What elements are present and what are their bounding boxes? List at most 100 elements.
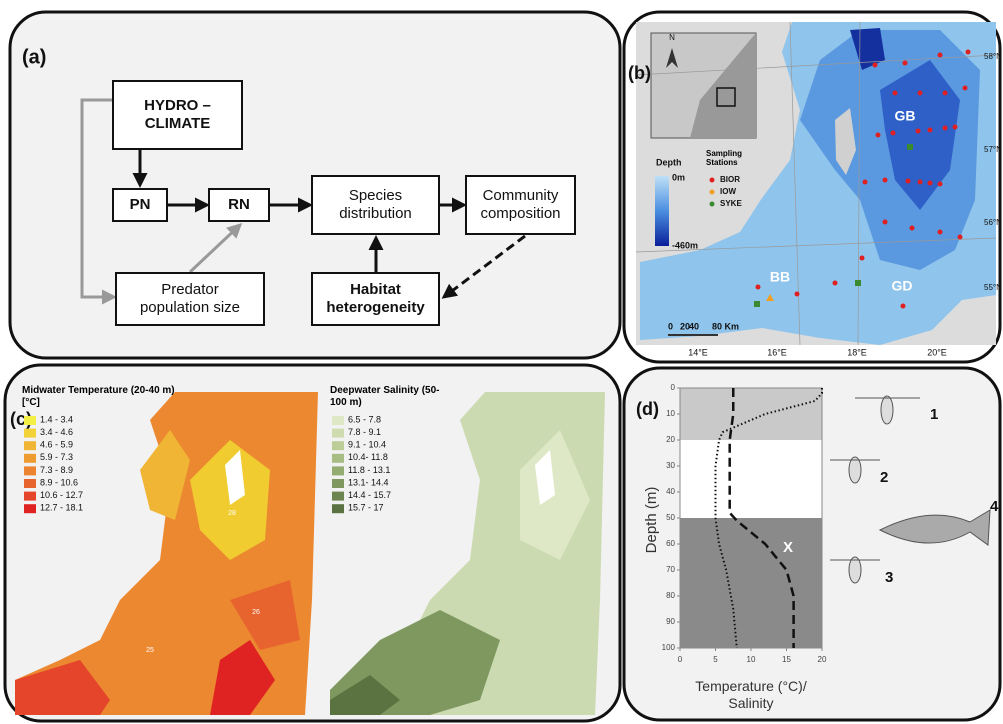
station xyxy=(876,133,881,138)
legend-swatch xyxy=(332,479,344,488)
legend-swatch xyxy=(24,492,36,501)
legend-swatch xyxy=(710,178,715,183)
legend-label: BIOR xyxy=(720,175,740,184)
station xyxy=(943,91,948,96)
legend-swatch xyxy=(710,202,715,207)
x-tick-label: 10 xyxy=(747,655,756,664)
station xyxy=(928,181,933,186)
scale-label: 40 xyxy=(689,321,699,331)
legend-label: 7.3 - 8.9 xyxy=(40,465,73,475)
map-label: 26 xyxy=(252,609,260,616)
station xyxy=(907,144,913,150)
legend-swatch xyxy=(332,416,344,425)
y-tick-label: 70 xyxy=(666,565,675,574)
station xyxy=(910,226,915,231)
y-tick-label: 10 xyxy=(666,409,675,418)
legend-title: Sampling Stations xyxy=(706,148,756,170)
station xyxy=(855,280,861,286)
station xyxy=(918,91,923,96)
depth-zone xyxy=(680,388,822,440)
map-label: 28 xyxy=(228,510,236,517)
organism-label: 1 xyxy=(930,406,938,423)
x-tick-label: 20 xyxy=(818,655,827,664)
legend-label: 11.8 - 13.1 xyxy=(348,465,390,475)
legend-swatch xyxy=(24,479,36,488)
figure: 010203040506070809010005101520 (a)(b)NDe… xyxy=(0,0,1003,724)
area-label: BB xyxy=(770,269,790,285)
panel-label: (a) xyxy=(22,46,46,68)
north-label: N xyxy=(669,33,675,42)
legend-swatch xyxy=(332,454,344,463)
y-tick-label: 60 xyxy=(666,539,675,548)
legend-label: 10.6 - 12.7 xyxy=(40,490,83,500)
x-axis-label: Temperature (°C)/ Salinity xyxy=(686,675,816,715)
flow-node: RN xyxy=(208,188,270,222)
y-tick-label: 80 xyxy=(666,591,675,600)
panel-label: (b) xyxy=(628,63,651,83)
lat-label: 57°N xyxy=(984,145,1002,154)
station xyxy=(928,128,933,133)
marker-label: X xyxy=(783,539,793,556)
y-tick-label: 0 xyxy=(671,383,676,392)
station xyxy=(953,125,958,130)
flow-node: Habitat heterogeneity xyxy=(311,272,440,326)
lat-label: 55°N xyxy=(984,283,1002,292)
flow-node: Community composition xyxy=(465,175,576,235)
organism-label: 4 xyxy=(990,498,999,515)
legend-label: 0m xyxy=(672,172,685,182)
station xyxy=(893,91,898,96)
y-tick-label: 100 xyxy=(662,643,676,652)
legend-swatch xyxy=(710,190,715,195)
legend-label: 5.9 - 7.3 xyxy=(40,452,73,462)
legend-label: 10.4- 11.8 xyxy=(348,452,388,462)
legend-label: 6.5 - 7.8 xyxy=(348,414,381,424)
station xyxy=(903,61,908,66)
station xyxy=(966,50,971,55)
legend-swatch xyxy=(332,466,344,475)
legend-swatch xyxy=(24,416,36,425)
legend-label: 9.1 - 10.4 xyxy=(348,440,386,450)
station xyxy=(891,131,896,136)
station xyxy=(756,285,761,290)
organism-label: 3 xyxy=(885,569,893,586)
legend-swatch xyxy=(332,429,344,438)
x-tick-label: 15 xyxy=(782,655,791,664)
legend-label: 12.7 - 18.1 xyxy=(40,503,83,513)
station xyxy=(754,301,760,307)
y-tick-label: 90 xyxy=(666,617,675,626)
y-tick-label: 20 xyxy=(666,435,675,444)
lon-label: 20°E xyxy=(927,347,947,357)
flow-node: Predator population size xyxy=(115,272,265,326)
legend-swatch xyxy=(24,504,36,513)
station xyxy=(938,182,943,187)
lat-label: 58°N xyxy=(984,52,1002,61)
y-tick-label: 40 xyxy=(666,487,675,496)
station xyxy=(938,230,943,235)
legend-label: 3.4 - 4.6 xyxy=(40,427,73,437)
scale-label: 80 Km xyxy=(712,321,739,331)
area-label: GD xyxy=(892,278,913,294)
legend-title: Deepwater Salinity (50-100 m) xyxy=(330,384,440,410)
legend-label: 1.4 - 3.4 xyxy=(40,414,73,424)
station xyxy=(963,86,968,91)
legend-swatch xyxy=(24,429,36,438)
station xyxy=(943,126,948,131)
legend-title: Midwater Temperature (20-40 m) [°C] xyxy=(22,384,182,410)
x-tick-label: 0 xyxy=(678,655,683,664)
station xyxy=(873,63,878,68)
legend-swatch xyxy=(24,454,36,463)
flow-node: Species distribution xyxy=(311,175,440,235)
lon-label: 18°E xyxy=(847,347,867,357)
area-label: GB xyxy=(895,108,916,124)
y-axis-label: Depth (m) xyxy=(643,487,660,554)
station xyxy=(833,281,838,286)
legend-label: SYKE xyxy=(720,199,742,208)
depth-zone xyxy=(680,518,822,648)
legend-swatch xyxy=(24,441,36,450)
legend-label: IOW xyxy=(720,187,736,196)
depth-profile: 010203040506070809010005101520 xyxy=(662,383,827,664)
legend-label: 8.9 - 10.6 xyxy=(40,477,78,487)
legend-swatch xyxy=(332,492,344,501)
legend-label: 14.4 - 15.7 xyxy=(348,490,391,500)
map-label: 25 xyxy=(146,647,154,654)
